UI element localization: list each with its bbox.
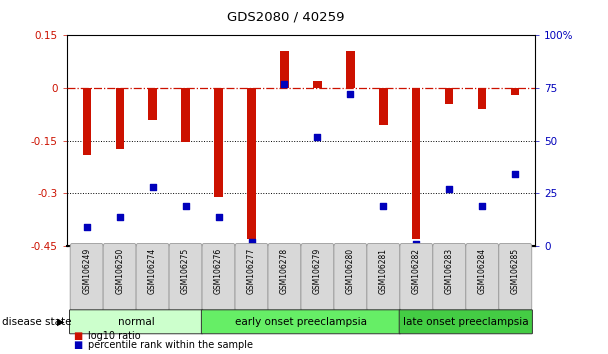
FancyBboxPatch shape [433,244,466,310]
Text: GDS2080 / 40259: GDS2080 / 40259 [227,11,345,24]
Point [510,172,520,177]
Text: late onset preeclampsia: late onset preeclampsia [403,317,528,327]
FancyBboxPatch shape [301,244,334,310]
Point [82,224,92,230]
Text: GSM106277: GSM106277 [247,248,256,294]
Point [181,203,190,209]
Bar [215,88,223,197]
Point [247,239,257,245]
Text: percentile rank within the sample: percentile rank within the sample [88,340,253,350]
Text: GSM106281: GSM106281 [379,248,388,294]
FancyBboxPatch shape [169,244,202,310]
Text: GSM106250: GSM106250 [115,248,124,294]
FancyBboxPatch shape [268,244,301,310]
Bar [181,88,190,142]
FancyBboxPatch shape [69,310,202,334]
Text: GSM106282: GSM106282 [412,248,421,294]
FancyBboxPatch shape [367,244,400,310]
Point [412,241,421,247]
Point [444,186,454,192]
Text: GSM106274: GSM106274 [148,248,157,294]
Point [148,184,157,190]
Bar [83,88,91,155]
Bar [148,88,157,120]
FancyBboxPatch shape [235,244,268,310]
Bar [247,88,255,239]
FancyBboxPatch shape [466,244,499,310]
Point [379,203,389,209]
Point [345,92,355,97]
Text: GSM106284: GSM106284 [478,248,487,294]
Bar [280,51,289,88]
Bar [412,88,421,239]
Text: disease state: disease state [2,317,71,327]
Point [313,134,322,139]
Bar [379,88,387,125]
FancyBboxPatch shape [499,244,532,310]
Text: ▶: ▶ [57,317,64,327]
Bar [313,81,322,88]
Point [213,214,223,219]
FancyBboxPatch shape [400,244,433,310]
Point [280,81,289,87]
Point [477,203,487,209]
FancyBboxPatch shape [399,310,533,334]
Bar [347,51,354,88]
Text: GSM106279: GSM106279 [313,248,322,294]
FancyBboxPatch shape [334,244,367,310]
FancyBboxPatch shape [201,310,401,334]
Bar [478,88,486,109]
FancyBboxPatch shape [136,244,169,310]
Text: normal: normal [118,317,154,327]
FancyBboxPatch shape [70,244,103,310]
Text: GSM106280: GSM106280 [346,248,355,294]
Bar [511,88,519,95]
FancyBboxPatch shape [202,244,235,310]
Text: GSM106249: GSM106249 [82,248,91,294]
Text: ■: ■ [73,331,82,341]
Text: early onset preeclampsia: early onset preeclampsia [235,317,367,327]
Text: GSM106276: GSM106276 [214,248,223,294]
Text: ■: ■ [73,340,82,350]
Text: GSM106283: GSM106283 [445,248,454,294]
FancyBboxPatch shape [103,244,136,310]
Text: log10 ratio: log10 ratio [88,331,141,341]
Text: GSM106278: GSM106278 [280,248,289,294]
Text: GSM106285: GSM106285 [511,248,520,294]
Bar [445,88,454,104]
Point [115,214,125,219]
Bar [116,88,124,149]
Text: GSM106275: GSM106275 [181,248,190,294]
